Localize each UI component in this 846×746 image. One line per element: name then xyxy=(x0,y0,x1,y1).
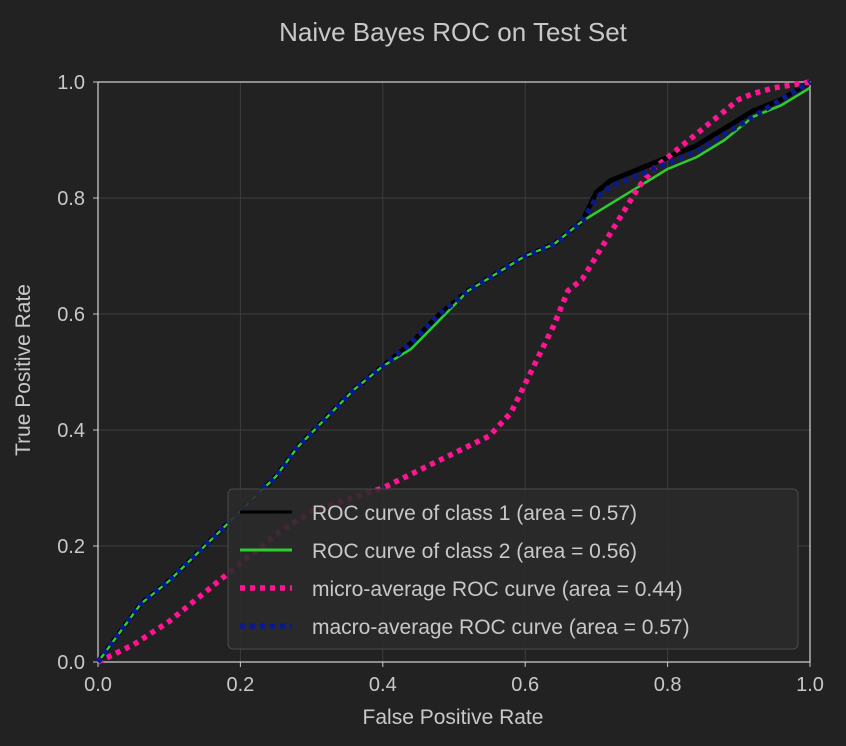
legend-box xyxy=(227,488,799,650)
x-tick-label: 0.2 xyxy=(226,674,254,696)
legend-label: micro-average ROC curve (area = 0.44) xyxy=(312,578,683,601)
class-2-roc-line xyxy=(96,86,811,663)
y-tick-label: 0.8 xyxy=(57,188,85,210)
axes-frame xyxy=(97,81,811,663)
x-tick-label: 1.0 xyxy=(796,674,824,696)
x-axis-label: False Positive Rate xyxy=(363,706,544,729)
x-tick-label: 0.4 xyxy=(369,674,397,696)
y-tick-label: 0.0 xyxy=(57,652,85,674)
y-tick-label: 0.6 xyxy=(57,304,85,326)
y-tick-label: 0.4 xyxy=(57,420,85,442)
x-tick-label: 0.6 xyxy=(511,674,539,696)
micro-average-roc-line xyxy=(96,79,811,665)
x-tick-label: 0.0 xyxy=(84,674,112,696)
y-axis-label: True Positive Rate xyxy=(12,284,35,456)
x-tick-label: 0.8 xyxy=(654,674,682,696)
legend-label: macro-average ROC curve (area = 0.57) xyxy=(312,616,690,639)
legend-label: ROC curve of class 1 (area = 0.57) xyxy=(312,502,637,525)
y-tick-label: 0.2 xyxy=(57,536,85,558)
plot-area: 0.0 0.2 0.4 0.6 0.8 1.0 0.0 0.2 0.4 0.6 0.8 1.0 ROC … xyxy=(57,72,824,696)
legend-label: ROC curve of class 2 (area = 0.56) xyxy=(312,540,637,563)
y-tick-label: 1.0 xyxy=(57,72,85,94)
chart-title: Naive Bayes ROC on Test Set xyxy=(279,17,628,47)
